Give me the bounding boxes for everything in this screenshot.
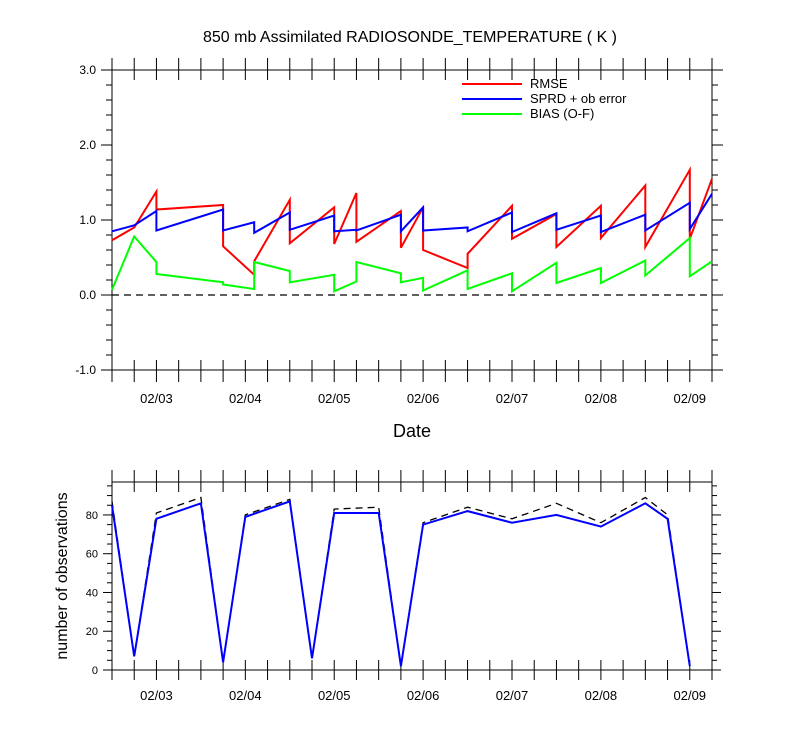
x-tick-label: 02/08 <box>585 391 618 406</box>
legend-label: SPRD + ob error <box>530 91 627 106</box>
series-line-bias-o-f- <box>111 234 713 294</box>
series-line-possible-observations <box>111 496 691 667</box>
top-plot: -1.0 0.0 1.0 2.0 3.0 02/03 02/04 02/05 02/06 02/0… <box>75 58 723 406</box>
legend-label: BIAS (O-F) <box>530 106 594 121</box>
y-tick-label: 0.0 <box>79 288 96 302</box>
x-tick-label: 02/06 <box>407 391 440 406</box>
series-line-sprd-ob-error <box>111 193 713 235</box>
y-tick-label: 2.0 <box>79 138 96 152</box>
legend-label: RMSE <box>530 76 568 91</box>
x-tick-label: 02/08 <box>585 688 618 703</box>
x-tick-label: 02/09 <box>674 391 707 406</box>
x-tick-label: 02/03 <box>140 688 173 703</box>
x-tick-label: 02/04 <box>229 688 262 703</box>
y-tick-label: 20 <box>86 626 98 638</box>
y-axis-label: number of observations <box>54 492 71 659</box>
y-tick-label: 3.0 <box>79 63 96 77</box>
y-tick-label: -1.0 <box>75 363 96 377</box>
y-tick-label: 1.0 <box>79 213 96 227</box>
x-tick-label: 02/09 <box>674 688 707 703</box>
y-tick-label: 0 <box>92 665 98 677</box>
x-tick-label: 02/05 <box>318 688 351 703</box>
x-axis-label: Date <box>393 421 431 441</box>
x-tick-label: 02/07 <box>496 688 529 703</box>
x-tick-label: 02/03 <box>140 391 173 406</box>
bottom-plot-frame <box>111 481 713 671</box>
x-tick-label: 02/05 <box>318 391 351 406</box>
y-tick-label: 60 <box>86 549 98 561</box>
y-tick-label: 40 <box>86 587 98 599</box>
series-line-assimilated-observations <box>111 500 691 667</box>
series-line-rmse <box>111 166 713 278</box>
x-tick-label: 02/06 <box>407 688 440 703</box>
x-tick-label: 02/07 <box>496 391 529 406</box>
x-tick-label: 02/04 <box>229 391 262 406</box>
chart-title: 850 mb Assimilated RADIOSONDE_TEMPERATUR… <box>203 29 617 46</box>
bottom-plot: 0 20 40 60 80 02/03 02/04 02/05 02/06 02/07 02/08 0… <box>86 470 721 703</box>
y-tick-label: 80 <box>86 510 98 522</box>
